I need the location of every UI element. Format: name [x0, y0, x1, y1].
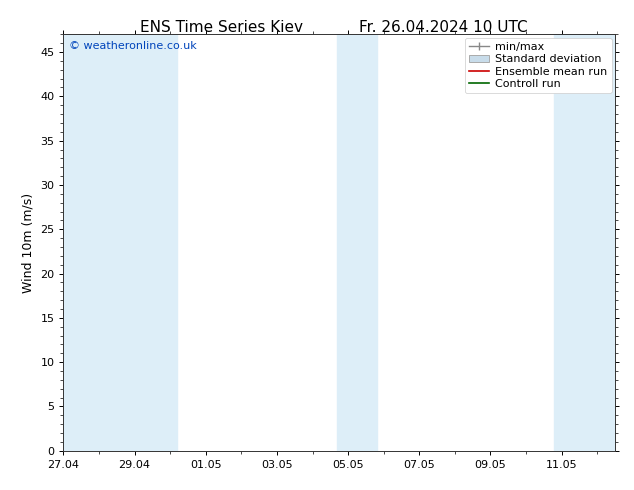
Bar: [63, 34, 127, 451]
Legend: min/max, Standard deviation, Ensemble mean run, Controll run: min/max, Standard deviation, Ensemble me…: [465, 38, 612, 93]
Text: © weatheronline.co.uk: © weatheronline.co.uk: [69, 41, 197, 50]
Text: ENS Time Series Kiev: ENS Time Series Kiev: [140, 20, 304, 35]
Y-axis label: Wind 10m (m/s): Wind 10m (m/s): [22, 193, 35, 293]
Bar: [555, 34, 615, 451]
Bar: [127, 34, 178, 451]
Text: Fr. 26.04.2024 10 UTC: Fr. 26.04.2024 10 UTC: [359, 20, 528, 35]
Bar: [337, 34, 377, 451]
